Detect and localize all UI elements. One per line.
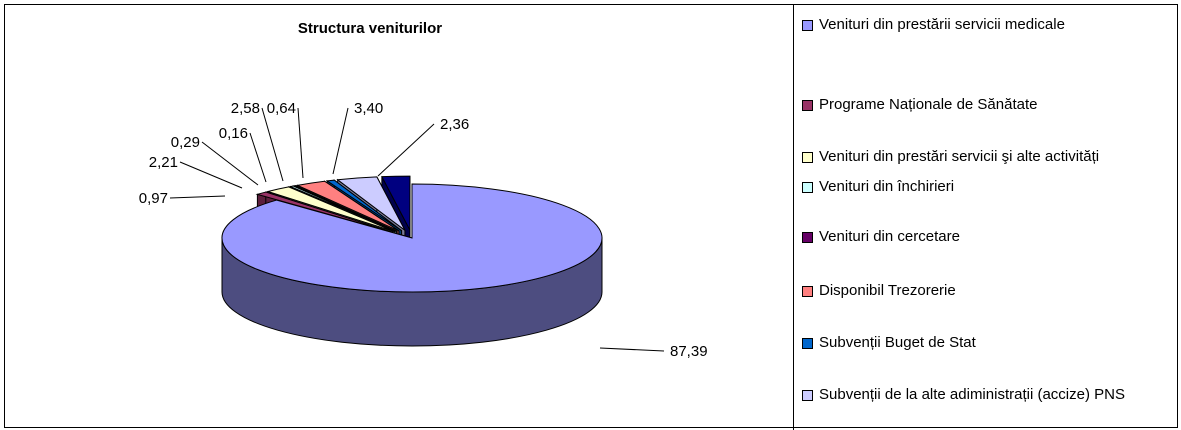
legend-swatch: [802, 182, 813, 193]
data-label-group: 0,16: [219, 125, 267, 183]
legend-label: Venituri din prestări servicii şi alte a…: [819, 148, 1100, 165]
legend-swatch: [802, 232, 813, 243]
data-label: 2,21: [149, 154, 178, 171]
leader-line: [179, 161, 243, 189]
legend-item: Venituri din închirieri: [802, 178, 1139, 196]
pie-slice: [255, 191, 393, 233]
leader-line: [261, 107, 284, 182]
data-label: 0,64: [267, 100, 296, 117]
data-label: 0,16: [219, 125, 248, 142]
leader-line: [297, 107, 304, 179]
legend-label: Venituri din închirieri: [819, 178, 955, 195]
pie-slice: [295, 180, 400, 232]
legend-label: Disponibil Trezorerie: [819, 282, 956, 299]
legend-item: Venituri din cercetare: [802, 228, 1139, 246]
legend-divider: [793, 4, 794, 430]
data-label-group: 3,40: [332, 100, 383, 175]
pie-slice: [325, 179, 402, 232]
pie-slice: [381, 175, 411, 231]
legend-item: Programe Naționale de Sănătate: [802, 96, 1139, 114]
pie-slice: [266, 186, 395, 233]
legend-label: Venituri din prestării servicii medicale: [819, 16, 1065, 33]
pie-slice: [292, 185, 398, 232]
pie-chart: 87,39 0,97 2,21 0,29 0,16 2,58 0,64 3,40 2,36: [139, 100, 708, 360]
chart-title: Structura veniturilor: [297, 20, 443, 37]
leader-line: [249, 132, 267, 183]
legend-swatch: [802, 390, 813, 401]
legend-swatch: [802, 338, 813, 349]
pie-slice: [336, 176, 406, 231]
leader-line: [599, 347, 665, 352]
data-label-group: 87,39: [599, 343, 708, 360]
legend-swatch: [802, 286, 813, 297]
data-label: 2,36: [440, 116, 469, 133]
legend-label: Subvenții Buget de Stat: [819, 334, 976, 351]
data-label: 0,97: [139, 190, 168, 207]
legend-swatch: [802, 100, 813, 111]
data-label: 87,39: [670, 343, 708, 360]
pie-slice: [221, 183, 603, 293]
data-label: 3,40: [354, 100, 383, 117]
legend-item: Subvenții de la alte adiministrații (acc…: [802, 386, 1139, 404]
legend-swatch: [802, 152, 813, 163]
legend-swatch: [802, 20, 813, 31]
leader-line: [201, 141, 259, 186]
legend-item: Venituri din prestări servicii şi alte a…: [802, 148, 1139, 166]
chart-frame: [4, 4, 1178, 428]
data-label-group: 0,29: [171, 134, 259, 186]
data-label-group: 0,64: [267, 100, 304, 179]
data-label: 2,58: [231, 100, 260, 117]
legend-item: Venituri din prestării servicii medicale: [802, 16, 1065, 34]
leader-line: [169, 195, 226, 199]
legend-label: Venituri din cercetare: [819, 228, 960, 245]
legend-item: Subvenții Buget de Stat: [802, 334, 1139, 352]
data-label: 0,29: [171, 134, 200, 151]
data-label-group: 2,36: [377, 116, 469, 177]
legend-label: Subvenții de la alte adiministrații (acc…: [819, 386, 1125, 403]
data-label-group: 2,21: [149, 154, 243, 189]
legend-item: Disponibil Trezorerie: [802, 282, 1139, 300]
legend-label: Programe Naționale de Sănătate: [819, 96, 1038, 113]
data-label-group: 2,58: [231, 100, 284, 182]
leader-line: [377, 123, 435, 177]
leader-line: [332, 107, 349, 175]
data-label-group: 0,97: [139, 190, 226, 207]
